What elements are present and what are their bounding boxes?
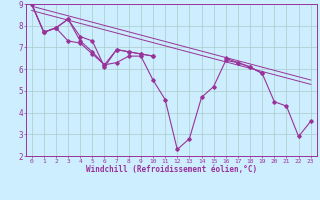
X-axis label: Windchill (Refroidissement éolien,°C): Windchill (Refroidissement éolien,°C) [86, 165, 257, 174]
